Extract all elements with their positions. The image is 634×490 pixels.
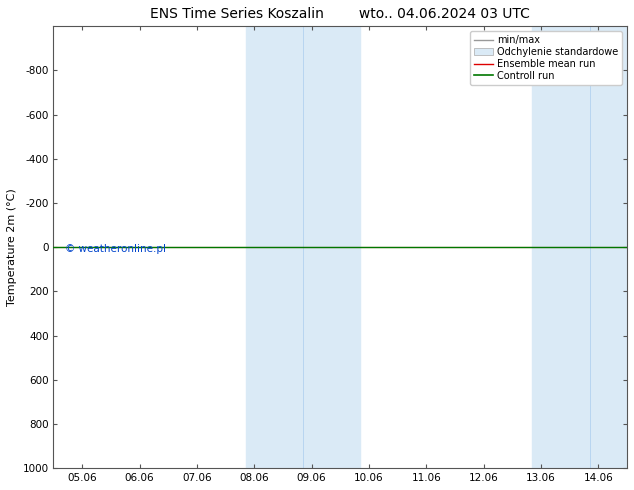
Text: © weatheronline.pl: © weatheronline.pl bbox=[65, 245, 166, 254]
Bar bbox=[590, 26, 627, 468]
Bar bbox=[533, 26, 590, 468]
Title: ENS Time Series Koszalin        wto.. 04.06.2024 03 UTC: ENS Time Series Koszalin wto.. 04.06.202… bbox=[150, 7, 530, 21]
Y-axis label: Temperature 2m (°C): Temperature 2m (°C) bbox=[7, 188, 17, 306]
Bar bbox=[303, 26, 360, 468]
Legend: min/max, Odchylenie standardowe, Ensemble mean run, Controll run: min/max, Odchylenie standardowe, Ensembl… bbox=[470, 31, 622, 85]
Bar bbox=[245, 26, 303, 468]
